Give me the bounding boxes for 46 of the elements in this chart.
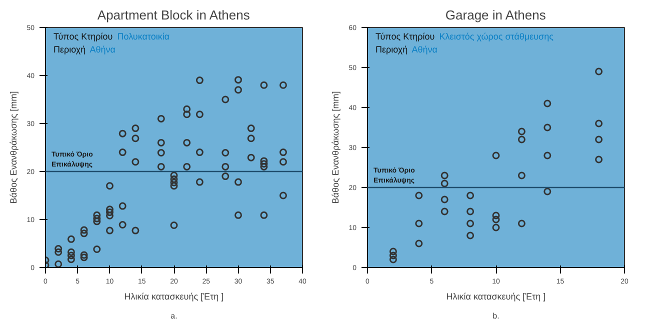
point [466, 208, 474, 216]
annotation: Περιοχή [376, 44, 408, 54]
chart-title: Garage in Athens [445, 8, 546, 22]
point [544, 152, 552, 160]
point [518, 128, 526, 136]
annotation: Πολυκατοικία [117, 32, 170, 42]
point [518, 136, 526, 144]
annotation: Αθήνα [412, 44, 438, 54]
point [518, 220, 526, 228]
point [492, 224, 500, 232]
point [440, 180, 448, 188]
point [595, 68, 603, 76]
annotation: Τύπος Κτηρίου [54, 32, 113, 42]
point [492, 152, 500, 160]
point [389, 256, 397, 264]
point [466, 192, 474, 200]
text: b. [492, 312, 500, 320]
x-axis-title: Ηλικία κατασκευής [Έτη ] [446, 292, 546, 302]
point [440, 208, 448, 216]
point [595, 156, 603, 164]
point [415, 192, 423, 200]
point [544, 100, 552, 108]
text: a. [170, 312, 178, 320]
annotation: Κλειστός χώρος στάθμευσης [439, 32, 554, 42]
point [415, 220, 423, 228]
annotation: Τύπος Κτηρίου [376, 32, 435, 42]
annotation: Περιοχή [54, 44, 86, 54]
point [440, 172, 448, 180]
point [492, 216, 500, 224]
x-axis-title: Ηλικία κατασκευής [Έτη ] [124, 292, 224, 302]
point [466, 220, 474, 228]
point [389, 248, 397, 256]
annotation: Αθήνα [90, 44, 116, 54]
chart-title: Apartment Block in Athens [97, 8, 250, 22]
point [595, 136, 603, 144]
point [544, 188, 552, 196]
point [440, 196, 448, 204]
point [492, 212, 500, 220]
point [389, 252, 397, 260]
y-axis-title: Βάθος Ενανθράκωσης [mm] [330, 91, 341, 204]
point [595, 120, 603, 128]
point [518, 172, 526, 180]
y-axis-title: Βάθος Ενανθράκωσης [mm] [8, 91, 19, 204]
point [466, 232, 474, 240]
point [415, 240, 423, 248]
point [544, 124, 552, 132]
